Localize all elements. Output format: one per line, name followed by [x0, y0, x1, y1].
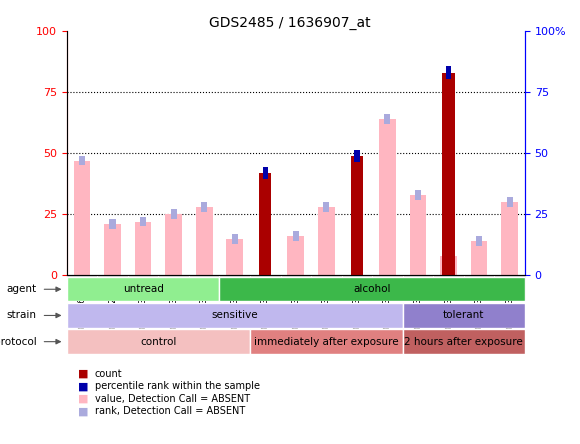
Bar — [501, 202, 518, 275]
Bar — [219, 277, 525, 301]
Bar — [135, 222, 151, 275]
Bar — [403, 303, 525, 328]
Text: protocol: protocol — [0, 337, 37, 347]
Bar — [464, 275, 494, 300]
Bar — [476, 236, 482, 246]
Bar — [165, 214, 182, 275]
Bar — [226, 239, 243, 275]
Text: ■: ■ — [78, 369, 89, 379]
Text: rank, Detection Call = ABSENT: rank, Detection Call = ABSENT — [95, 406, 245, 416]
Text: agent: agent — [7, 284, 37, 294]
Bar — [281, 275, 311, 300]
Bar — [128, 275, 158, 300]
Text: percentile rank within the sample: percentile rank within the sample — [95, 381, 259, 391]
Bar — [140, 217, 146, 226]
Bar — [385, 114, 390, 124]
Bar — [409, 194, 426, 275]
Bar — [318, 207, 335, 275]
Bar — [354, 150, 360, 162]
Text: untread: untread — [122, 284, 164, 294]
Text: sensitive: sensitive — [211, 310, 258, 321]
Text: value, Detection Call = ABSENT: value, Detection Call = ABSENT — [95, 394, 249, 404]
Bar — [171, 210, 177, 219]
Bar — [201, 202, 207, 212]
Bar — [104, 224, 121, 275]
Bar — [342, 275, 372, 300]
Bar — [79, 155, 85, 165]
Bar — [67, 303, 403, 328]
Text: GDS2485 / 1636907_at: GDS2485 / 1636907_at — [209, 16, 371, 30]
Bar — [196, 207, 212, 275]
Bar — [219, 275, 250, 300]
Bar — [189, 275, 219, 300]
Bar — [288, 236, 304, 275]
Bar — [67, 277, 219, 301]
Bar — [293, 231, 299, 241]
Bar — [403, 275, 433, 300]
Bar — [97, 275, 128, 300]
Text: alcohol: alcohol — [353, 284, 391, 294]
Bar — [471, 241, 487, 275]
Text: control: control — [140, 337, 176, 347]
Bar — [231, 234, 238, 243]
Bar — [443, 72, 455, 275]
Bar — [379, 119, 396, 275]
Text: tolerant: tolerant — [443, 310, 484, 321]
Bar — [351, 156, 363, 275]
Text: immediately after exposure: immediately after exposure — [254, 337, 398, 347]
Bar — [311, 275, 342, 300]
Bar — [110, 219, 115, 229]
Bar — [372, 275, 403, 300]
Bar — [259, 173, 271, 275]
Bar — [250, 275, 281, 300]
Bar — [403, 329, 525, 354]
Bar — [506, 197, 513, 207]
Bar — [446, 67, 451, 79]
Bar — [158, 275, 189, 300]
Text: count: count — [95, 369, 122, 379]
Bar — [323, 202, 329, 212]
Bar — [494, 275, 525, 300]
Text: ■: ■ — [78, 394, 89, 404]
Text: strain: strain — [7, 310, 37, 321]
Bar — [415, 190, 421, 200]
Bar — [440, 256, 457, 275]
Text: ■: ■ — [78, 406, 89, 416]
Text: ■: ■ — [78, 381, 89, 391]
Bar — [67, 275, 97, 300]
Text: 2 hours after exposure: 2 hours after exposure — [404, 337, 523, 347]
Bar — [74, 161, 90, 275]
Bar — [263, 166, 268, 179]
Bar — [433, 275, 464, 300]
Bar — [250, 329, 403, 354]
Bar — [67, 329, 250, 354]
